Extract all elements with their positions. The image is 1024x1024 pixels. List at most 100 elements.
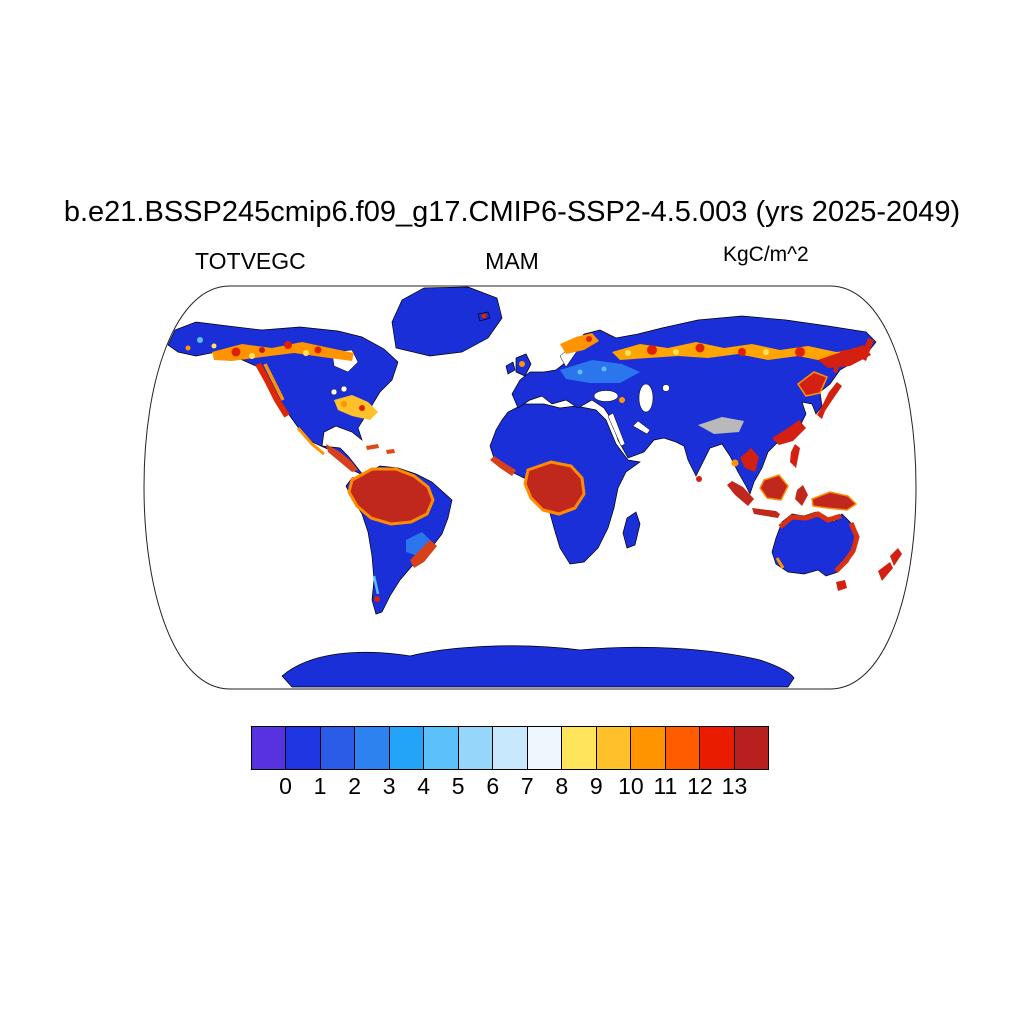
island-madagascar xyxy=(622,511,641,549)
caspian-sea xyxy=(638,383,654,413)
japan xyxy=(817,382,842,419)
colorbar-cell xyxy=(733,727,769,769)
australia-sw-strip xyxy=(775,557,785,569)
red-speckle xyxy=(586,336,592,342)
rockies-strip xyxy=(263,363,285,401)
red-speckle xyxy=(359,405,365,411)
sri-lanka xyxy=(696,476,702,482)
season-label: MAM xyxy=(485,248,539,274)
yellow-speckle xyxy=(763,349,769,355)
australia-east-coast-strip xyxy=(834,522,860,573)
continent-antarctica xyxy=(281,645,795,688)
caribbean-island xyxy=(366,444,379,450)
colorbar-cell xyxy=(423,727,458,769)
orange-speckle xyxy=(619,397,625,403)
great-lake xyxy=(330,388,338,396)
colorbar-tick-label: 13 xyxy=(721,773,748,799)
colorbar-cell xyxy=(526,727,562,769)
siberia-boreal-band xyxy=(612,342,858,362)
red-sea xyxy=(607,412,626,447)
colorbar: 0 1 2 3 4 5 6 7 8 9 10 11 12 13 xyxy=(251,726,769,803)
amur-ne-china xyxy=(796,371,829,397)
borneo xyxy=(759,474,789,501)
indochina-forest xyxy=(740,448,759,472)
fareast-red-band xyxy=(818,345,871,368)
yellow-speckle xyxy=(249,353,255,359)
darkred-speckle xyxy=(259,347,265,353)
west-africa-coast-strip xyxy=(490,456,516,476)
red-speckle xyxy=(284,341,292,349)
colorbar-cell xyxy=(285,727,320,769)
transitional-veg-zones xyxy=(185,337,640,595)
red-speckle xyxy=(695,343,705,353)
sumatra xyxy=(727,481,754,506)
burma-forest xyxy=(731,459,739,467)
colorbar-tick-label: 8 xyxy=(555,773,569,799)
colorbar-tick-label: 6 xyxy=(486,773,500,799)
red-speckle xyxy=(231,347,241,357)
colorbar-cell xyxy=(664,727,700,769)
colorbar-tick-label: 0 xyxy=(279,773,292,799)
red-speckle xyxy=(738,348,746,356)
colorbar-cell xyxy=(595,727,631,769)
island-ireland xyxy=(505,361,516,375)
colorbar-tick-label: 4 xyxy=(417,773,431,799)
units-label: KgC/m^2 xyxy=(723,243,809,266)
colorbar-tick-label: 11 xyxy=(653,773,678,799)
cyan-speckle xyxy=(577,369,583,375)
colorbar-cell xyxy=(492,727,527,769)
south-chile-forest xyxy=(374,596,380,602)
tibet-missing-patch xyxy=(698,417,744,434)
persian-gulf xyxy=(632,420,651,435)
sulawesi xyxy=(795,485,808,506)
new-guinea xyxy=(811,491,858,511)
colorbar-tick-label: 7 xyxy=(520,773,534,799)
colorbar-tick-label: 5 xyxy=(451,773,465,799)
colorbar-cell xyxy=(457,727,493,769)
new-zealand-south xyxy=(878,562,893,581)
colorbar-ticks: 0 1 2 3 4 5 6 7 8 9 10 11 12 13 xyxy=(251,773,769,803)
east-europe-patch xyxy=(560,360,640,383)
colorbar-tick-label: 3 xyxy=(382,773,396,799)
colorbar-cell xyxy=(630,727,665,769)
boreal-forest-bands xyxy=(212,313,871,456)
atlantic-forest-strip xyxy=(410,540,437,568)
tasmania xyxy=(836,580,847,591)
south-china-forest xyxy=(772,420,806,445)
colorbar-tick-label: 2 xyxy=(348,773,361,799)
great-lake xyxy=(340,385,348,393)
colorbar-tick-label: 9 xyxy=(589,773,603,799)
colorbar-cell xyxy=(388,727,424,769)
central-america-strip xyxy=(326,444,358,472)
variable-label: TOTVEGC xyxy=(195,248,306,274)
south-brazil-patch xyxy=(406,532,430,556)
colorbar-cell xyxy=(252,727,286,769)
caribbean-island xyxy=(386,449,395,454)
australia-north-coast-strip xyxy=(778,511,842,529)
orange-speckle xyxy=(519,361,525,367)
yellow-speckle xyxy=(211,343,217,349)
mexico-sierra-strip xyxy=(296,427,325,456)
sakhalin xyxy=(833,354,842,373)
java xyxy=(752,508,780,518)
greenland xyxy=(391,286,503,357)
orange-speckle xyxy=(341,401,347,407)
colorbar-cell xyxy=(319,727,355,769)
colorbar-cells xyxy=(251,726,769,770)
yellow-speckle xyxy=(673,349,679,355)
colorbar-cell xyxy=(561,727,596,769)
yellow-speckle xyxy=(625,350,631,356)
kamchatka xyxy=(860,338,874,361)
colorbar-tick-label: 1 xyxy=(313,773,327,799)
red-speckle xyxy=(314,346,322,354)
yellow-speckle xyxy=(303,350,309,356)
high-veg-regions xyxy=(326,338,902,602)
philippines xyxy=(790,444,800,468)
black-sea xyxy=(593,390,619,402)
aral-sea xyxy=(662,384,670,392)
red-speckle xyxy=(481,313,487,319)
new-zealand-north xyxy=(890,548,902,566)
south-chile-strip xyxy=(372,575,380,595)
colorbar-tick-label: 12 xyxy=(687,773,713,799)
